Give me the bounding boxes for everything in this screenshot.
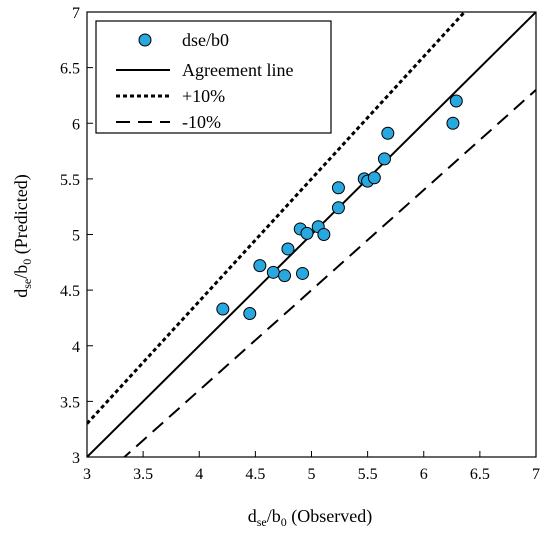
x-tick-label: 4	[195, 466, 203, 483]
legend: dse/b0 Agreement line +10% -10%	[95, 20, 332, 134]
data-point	[449, 94, 463, 108]
data-point	[216, 302, 230, 316]
legend-box	[95, 20, 332, 134]
y-axis: 3 3.5 4 4.5 5 5.5 6 6.5 7	[60, 5, 93, 467]
data-point	[367, 171, 381, 185]
x-tick-label: 4.5	[245, 466, 265, 483]
x-tick-label: 7	[532, 466, 540, 483]
data-point	[446, 116, 460, 130]
data-point	[281, 242, 295, 256]
data-point	[377, 152, 391, 166]
x-tick-label: 5.5	[358, 466, 378, 483]
legend-marker-points	[138, 33, 152, 47]
y-axis-label: dse/b0 (Predicted)	[11, 174, 34, 297]
data-point	[300, 226, 314, 240]
x-tick-label: 3.5	[133, 466, 153, 483]
legend-label-agreement: Agreement line	[182, 60, 293, 80]
data-point	[243, 306, 257, 320]
x-tick-label: 6	[420, 466, 428, 483]
y-tick-label: 5	[72, 228, 80, 245]
y-tick-label: 3.5	[60, 394, 80, 411]
x-axis: 3 3.5 4 4.5 5 5.5 6 6.5 7	[83, 451, 540, 483]
data-point	[381, 126, 395, 140]
y-tick-label: 6	[72, 116, 80, 133]
y-tick-label: 4	[72, 339, 80, 356]
y-tick-label: 6.5	[60, 61, 80, 78]
data-point	[331, 201, 345, 215]
data-point	[278, 269, 292, 283]
data-point	[331, 181, 345, 195]
x-axis-label: dse/b0 (Observed)	[248, 506, 372, 529]
data-point	[317, 228, 331, 241]
x-tick-label: 3	[83, 466, 91, 483]
minus-10-line	[122, 89, 536, 457]
y-tick-label: 5.5	[60, 172, 80, 189]
legend-label-plus10: +10%	[182, 86, 225, 106]
y-tick-label: 7	[72, 5, 80, 22]
x-tick-label: 5	[308, 466, 316, 483]
legend-label-points: dse/b0	[182, 30, 229, 50]
y-tick-label: 3	[72, 450, 80, 467]
x-tick-label: 6.5	[470, 466, 490, 483]
legend-label-minus10: -10%	[182, 112, 221, 132]
data-point	[266, 265, 280, 279]
y-tick-label: 4.5	[60, 283, 80, 300]
scatter-points	[216, 94, 463, 320]
data-point	[296, 266, 310, 280]
data-point	[253, 259, 267, 273]
plus-10-line	[87, 12, 467, 425]
